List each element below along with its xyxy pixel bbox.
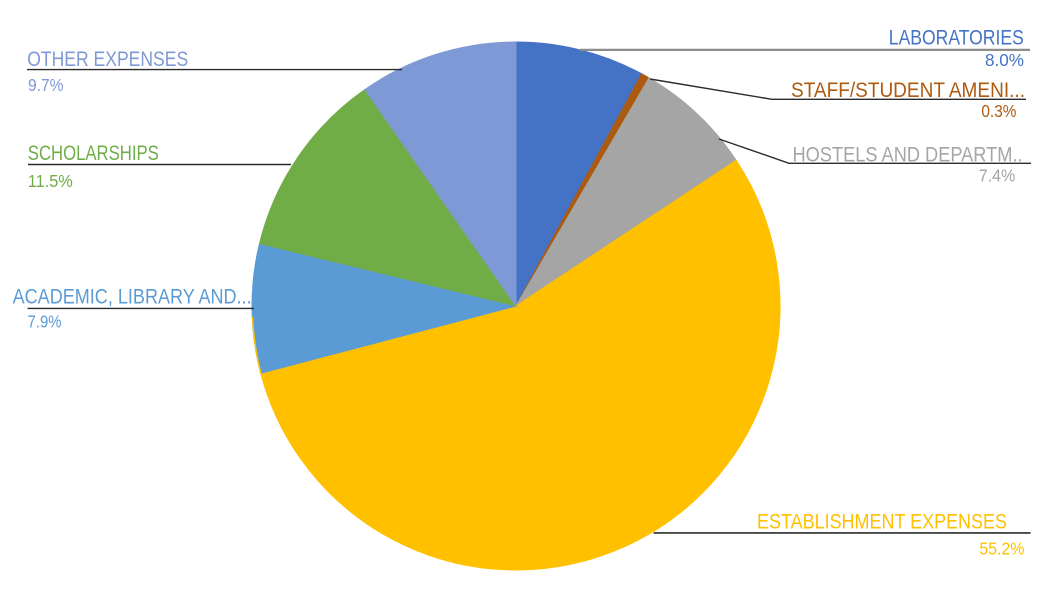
svg-text:HOSTELS AND DEPARTM..: HOSTELS AND DEPARTM.. [793,143,1023,167]
svg-text:STAFF/STUDENT AMENI...: STAFF/STUDENT AMENI... [791,78,1025,102]
svg-text:LABORATORIES: LABORATORIES [889,26,1024,50]
svg-text:SCHOLARSHIPS: SCHOLARSHIPS [28,141,159,165]
svg-text:OTHER EXPENSES: OTHER EXPENSES [27,47,188,71]
svg-text:11.5%: 11.5% [28,171,73,191]
svg-text:7.9%: 7.9% [28,311,62,331]
svg-text:0.3%: 0.3% [981,101,1016,121]
svg-text:7.4%: 7.4% [979,165,1016,185]
svg-text:9.7%: 9.7% [28,75,64,95]
svg-text:ACADEMIC, LIBRARY AND...: ACADEMIC, LIBRARY AND... [13,284,252,308]
svg-text:55.2%: 55.2% [979,538,1024,558]
svg-text:ESTABLISHMENT EXPENSES: ESTABLISHMENT EXPENSES [757,510,1007,534]
svg-text:8.0%: 8.0% [985,50,1024,70]
